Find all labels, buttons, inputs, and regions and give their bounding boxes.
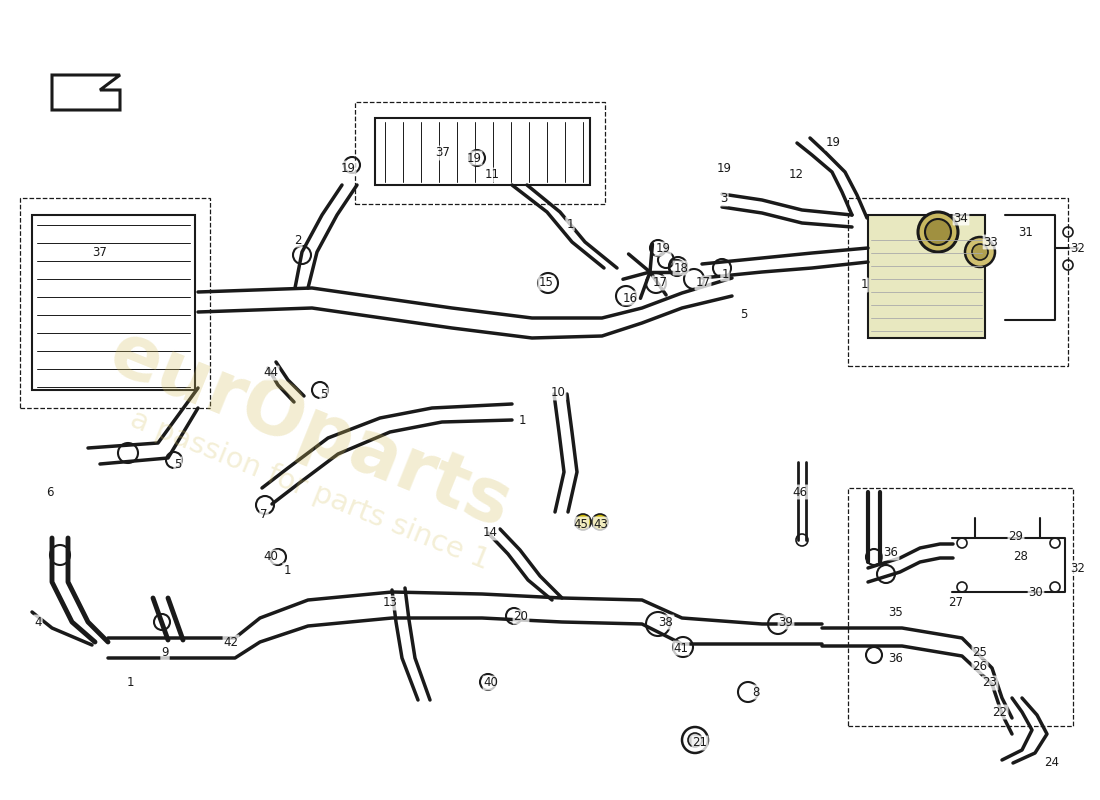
Text: 15: 15 <box>539 277 553 290</box>
Text: 37: 37 <box>436 146 450 159</box>
Text: 17: 17 <box>695 277 711 290</box>
Circle shape <box>972 244 988 260</box>
Text: 40: 40 <box>264 550 278 563</box>
Text: 1: 1 <box>284 563 290 577</box>
Text: 43: 43 <box>594 518 608 530</box>
Text: 1: 1 <box>566 218 574 230</box>
Text: 28: 28 <box>1013 550 1028 563</box>
Text: 14: 14 <box>483 526 497 539</box>
Text: 36: 36 <box>883 546 899 559</box>
Text: 5: 5 <box>174 458 182 470</box>
Text: 1: 1 <box>860 278 868 291</box>
Text: 36: 36 <box>889 651 903 665</box>
Text: 11: 11 <box>484 169 499 182</box>
Text: 8: 8 <box>752 686 760 698</box>
Bar <box>20 198 210 408</box>
Text: 41: 41 <box>673 642 689 654</box>
Text: 30: 30 <box>1028 586 1044 598</box>
Text: eurOparts: eurOparts <box>99 316 521 544</box>
Text: 32: 32 <box>1070 562 1086 574</box>
Text: 45: 45 <box>573 518 588 530</box>
Text: 25: 25 <box>972 646 988 658</box>
Text: 2: 2 <box>295 234 301 246</box>
Text: 46: 46 <box>792 486 807 498</box>
Text: 6: 6 <box>46 486 54 498</box>
Text: 4: 4 <box>34 615 42 629</box>
Text: 33: 33 <box>983 235 999 249</box>
Circle shape <box>688 733 702 747</box>
Text: 19: 19 <box>466 151 482 165</box>
Text: 5: 5 <box>740 309 748 322</box>
Text: 37: 37 <box>92 246 108 259</box>
Text: 23: 23 <box>982 677 998 690</box>
Text: 5: 5 <box>320 389 328 402</box>
Text: 29: 29 <box>1009 530 1023 543</box>
Text: 40: 40 <box>484 677 498 690</box>
Text: 19: 19 <box>825 137 840 150</box>
Text: 44: 44 <box>264 366 278 379</box>
Text: 19: 19 <box>341 162 355 174</box>
Circle shape <box>918 212 958 252</box>
Text: 32: 32 <box>1070 242 1086 254</box>
Text: 18: 18 <box>673 262 689 274</box>
Text: 13: 13 <box>383 597 397 610</box>
Text: 31: 31 <box>1019 226 1033 238</box>
Text: 12: 12 <box>789 169 803 182</box>
Text: 22: 22 <box>992 706 1008 718</box>
Text: a passion for parts since 1: a passion for parts since 1 <box>126 405 494 575</box>
Text: 39: 39 <box>779 615 793 629</box>
Text: 9: 9 <box>162 646 168 659</box>
Text: 10: 10 <box>551 386 565 399</box>
Bar <box>848 488 1072 726</box>
Circle shape <box>925 219 952 245</box>
Text: 16: 16 <box>623 291 638 305</box>
Text: 26: 26 <box>972 661 988 674</box>
Text: 17: 17 <box>652 277 668 290</box>
Circle shape <box>965 237 996 267</box>
Text: 1: 1 <box>126 675 134 689</box>
Bar <box>355 102 605 204</box>
Text: 1: 1 <box>518 414 526 426</box>
Bar <box>848 198 1068 366</box>
Text: 42: 42 <box>223 635 239 649</box>
Text: 19: 19 <box>656 242 671 255</box>
Text: 38: 38 <box>659 615 673 629</box>
Text: 1: 1 <box>722 267 728 281</box>
Text: 7: 7 <box>261 507 267 521</box>
Text: 24: 24 <box>1045 757 1059 770</box>
Text: 19: 19 <box>716 162 732 174</box>
Text: 34: 34 <box>954 211 968 225</box>
Polygon shape <box>868 215 985 338</box>
Circle shape <box>575 514 591 530</box>
Text: 3: 3 <box>720 193 728 206</box>
Text: 21: 21 <box>693 737 707 750</box>
Text: 27: 27 <box>948 597 964 610</box>
Text: 35: 35 <box>889 606 903 619</box>
Text: 20: 20 <box>514 610 528 623</box>
Circle shape <box>592 514 608 530</box>
